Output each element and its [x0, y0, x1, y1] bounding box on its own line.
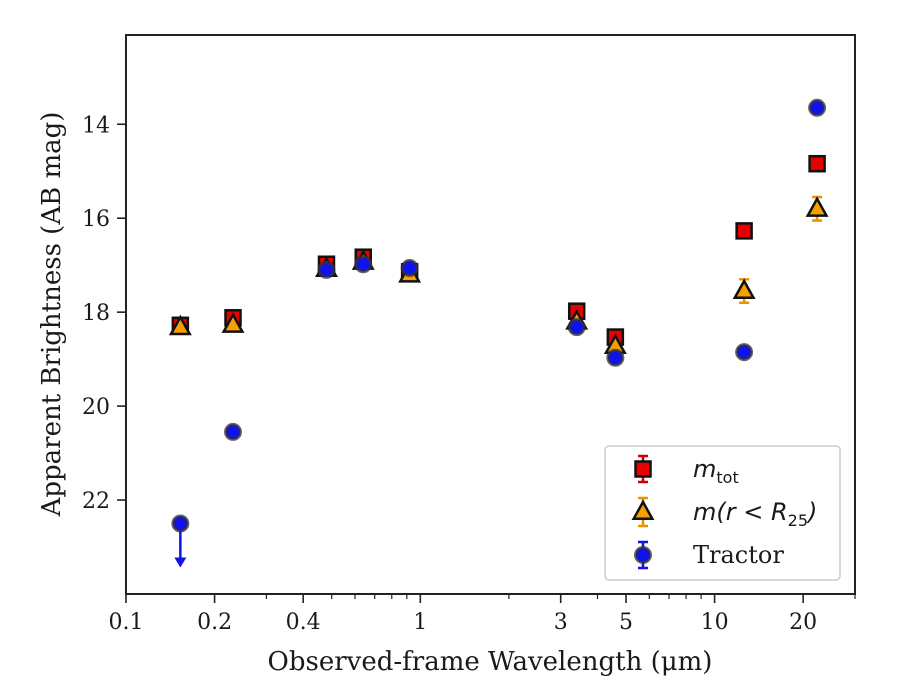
series-triangle	[168, 195, 829, 355]
data-point-triangle	[732, 278, 756, 300]
legend-label-main: m	[693, 455, 716, 483]
x-tick-label: 0.1	[109, 610, 144, 635]
y-axis-label: Apparent Brightness (AB mag)	[37, 112, 67, 518]
legend-label-main: Tractor	[693, 541, 784, 569]
legend-label-subscript: 25	[788, 511, 808, 530]
y-tick-label: 16	[82, 207, 110, 232]
x-axis: 0.1 0.2 0.4 1 3 5 10 20	[109, 594, 856, 635]
series-layer	[168, 98, 829, 568]
data-point-circle	[171, 514, 190, 533]
y-tick-label: 20	[82, 395, 110, 420]
x-tick-label: 3	[554, 610, 568, 635]
data-point-circle	[317, 260, 336, 279]
data-point-triangle	[221, 312, 245, 333]
legend-marker-triangle	[631, 499, 655, 521]
plot-frame	[125, 34, 856, 595]
legend-marker-square	[634, 460, 652, 478]
legend-label: mtot	[693, 455, 739, 487]
data-point-circle	[808, 98, 827, 117]
data-point-circle	[354, 255, 373, 274]
data-point-triangle	[168, 314, 192, 336]
legend-label-main: m(r < R	[693, 498, 788, 526]
y-tick-label: 14	[82, 113, 110, 138]
x-tick-label: 1	[413, 610, 427, 635]
data-point-circle	[606, 348, 625, 367]
data-point-circle	[735, 343, 754, 362]
data-point-square	[808, 154, 826, 173]
y-axis: 14 16 18 20 22	[82, 113, 126, 514]
x-tick-label: 0.2	[197, 610, 232, 635]
y-tick-label: 22	[82, 489, 110, 514]
legend-label-suffix: )	[806, 498, 817, 526]
series-square	[171, 154, 826, 346]
x-axis-label: Observed-frame Wavelength (μm)	[268, 647, 713, 677]
data-point-circle	[224, 422, 243, 441]
data-point-triangle	[805, 196, 829, 217]
data-point-circle	[567, 318, 586, 337]
upper-limit-arrow-head	[174, 557, 187, 568]
series-circle	[171, 98, 827, 568]
legend-label: Tractor	[693, 541, 784, 569]
data-point-circle	[400, 258, 419, 277]
x-tick-label: 0.4	[286, 610, 321, 635]
x-tick-label: 20	[789, 610, 817, 635]
legend-label: m(r < R25)	[693, 498, 817, 530]
legend: mtot m(r < R25) Tractor	[604, 445, 841, 581]
legend-marker-circle	[634, 546, 652, 564]
y-tick-label: 18	[82, 301, 110, 326]
x-tick-label: 10	[701, 610, 729, 635]
x-tick-label: 5	[619, 610, 633, 635]
data-point-square	[735, 222, 753, 240]
legend-box	[604, 445, 841, 581]
legend-label-subscript: tot	[716, 468, 738, 487]
